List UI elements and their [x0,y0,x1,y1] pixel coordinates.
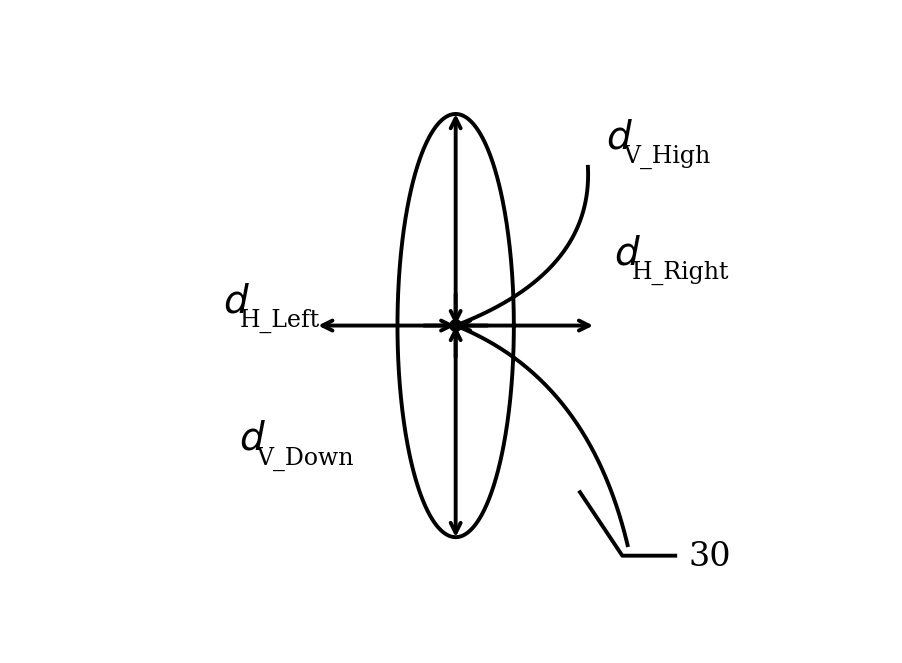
Text: V_High: V_High [623,145,711,169]
Text: H_Right: H_Right [631,261,729,286]
Text: V_Down: V_Down [256,446,354,471]
Text: $d$: $d$ [614,236,641,272]
Text: $d$: $d$ [223,283,250,320]
Text: 30: 30 [688,541,731,573]
Circle shape [450,320,462,332]
Text: H_Left: H_Left [240,309,320,333]
Text: $d$: $d$ [606,119,633,156]
Text: $d$: $d$ [239,421,265,458]
